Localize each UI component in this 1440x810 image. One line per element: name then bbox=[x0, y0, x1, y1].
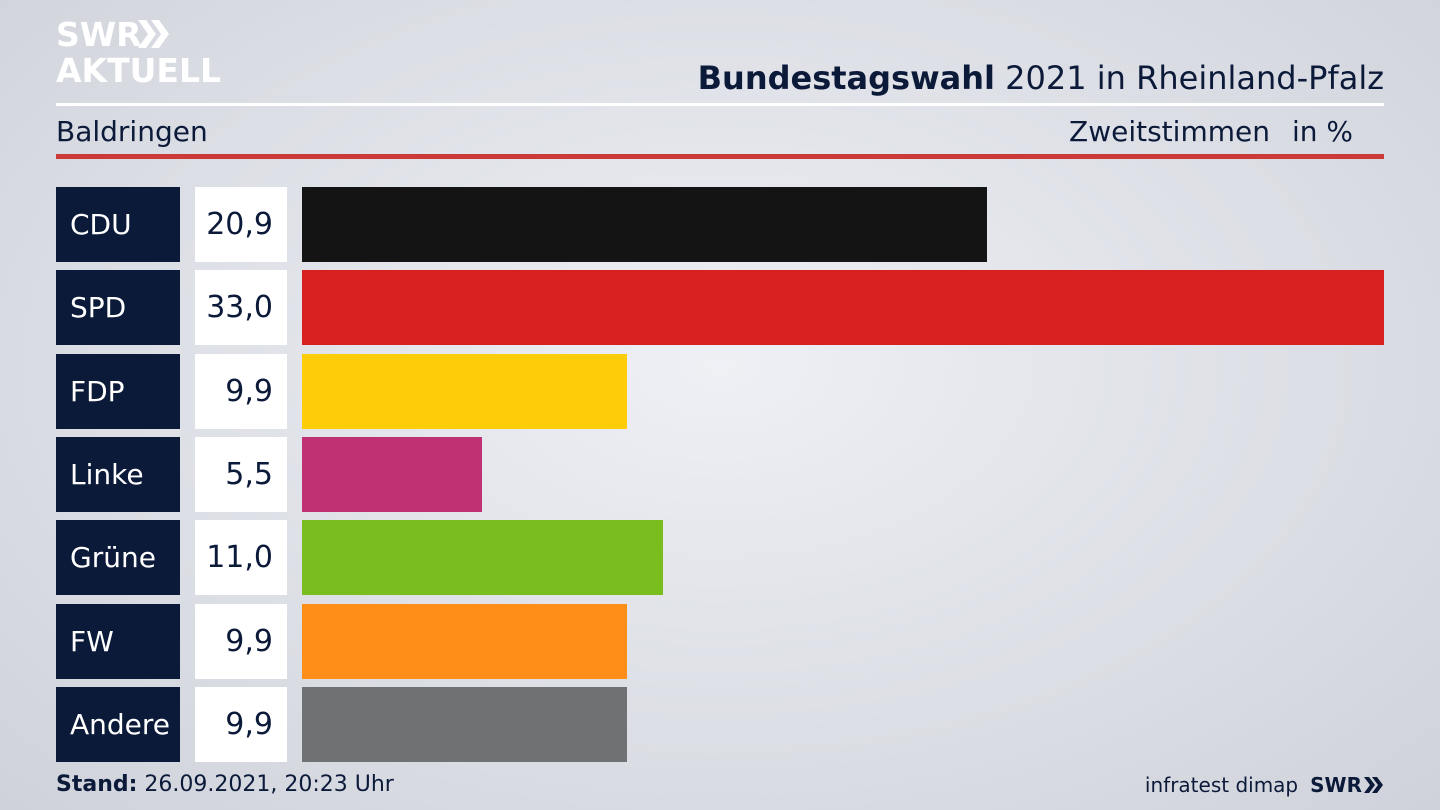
bar-fw bbox=[302, 604, 627, 679]
swr-aktuell-logo: SWR AKTUELL bbox=[56, 16, 226, 90]
accent-divider bbox=[56, 154, 1384, 159]
measure-name: Zweitstimmen bbox=[1069, 115, 1270, 148]
chart-row-fw: FW 9,9 bbox=[56, 604, 1384, 679]
value-label: 11,0 bbox=[195, 520, 287, 595]
header-divider bbox=[56, 103, 1384, 106]
measure-label: Zweitstimmen in % bbox=[1069, 114, 1353, 150]
footer-brand: SWR bbox=[1310, 773, 1362, 797]
value-label: 9,9 bbox=[195, 354, 287, 429]
bar-grüne bbox=[302, 520, 663, 595]
page-title: Bundestagswahl 2021 in Rheinland-Pfalz bbox=[698, 58, 1384, 98]
chevron-double-right-icon bbox=[138, 20, 169, 48]
party-label: FW bbox=[56, 604, 180, 679]
chart-row-spd: SPD 33,0 bbox=[56, 270, 1384, 345]
logo-aktuell-text: AKTUELL bbox=[56, 51, 222, 90]
bar-fdp bbox=[302, 354, 627, 429]
stand-label: Stand: bbox=[56, 772, 138, 797]
source-label: infratest dimap bbox=[1144, 773, 1299, 797]
bar-chart: CDU 20,9 SPD 33,0 FDP 9,9 Linke 5,5 Grüne 11,0 FW 9… bbox=[56, 187, 1384, 762]
chart-row-linke: Linke 5,5 bbox=[56, 437, 1384, 512]
value-label: 9,9 bbox=[195, 687, 287, 762]
chart-row-cdu: CDU 20,9 bbox=[56, 187, 1384, 262]
party-label: FDP bbox=[56, 354, 180, 429]
title-bold: Bundestagswahl bbox=[697, 59, 995, 97]
bar-cdu bbox=[302, 187, 987, 262]
chevron-double-right-icon bbox=[1364, 777, 1383, 793]
stand-value: 26.09.2021, 20:23 Uhr bbox=[137, 772, 394, 797]
party-label: Grüne bbox=[56, 520, 180, 595]
title-rest: 2021 in Rheinland-Pfalz bbox=[995, 59, 1384, 97]
party-label: SPD bbox=[56, 270, 180, 345]
party-label: Linke bbox=[56, 437, 180, 512]
value-label: 20,9 bbox=[195, 187, 287, 262]
source-credit: infratest dimap SWR bbox=[1145, 771, 1384, 799]
value-label: 9,9 bbox=[195, 604, 287, 679]
timestamp: Stand: 26.09.2021, 20:23 Uhr bbox=[56, 771, 394, 799]
bar-spd bbox=[302, 270, 1384, 345]
logo-swr-text: SWR bbox=[56, 15, 142, 54]
chart-row-andere: Andere 9,9 bbox=[56, 687, 1384, 762]
chart-row-grüne: Grüne 11,0 bbox=[56, 520, 1384, 595]
value-label: 33,0 bbox=[195, 270, 287, 345]
bar-andere bbox=[302, 687, 627, 762]
value-label: 5,5 bbox=[195, 437, 287, 512]
unit-label: in % bbox=[1291, 115, 1353, 148]
party-label: Andere bbox=[56, 687, 180, 762]
region-label: Baldringen bbox=[56, 115, 208, 148]
chart-row-fdp: FDP 9,9 bbox=[56, 354, 1384, 429]
party-label: CDU bbox=[56, 187, 180, 262]
bar-linke bbox=[302, 437, 482, 512]
